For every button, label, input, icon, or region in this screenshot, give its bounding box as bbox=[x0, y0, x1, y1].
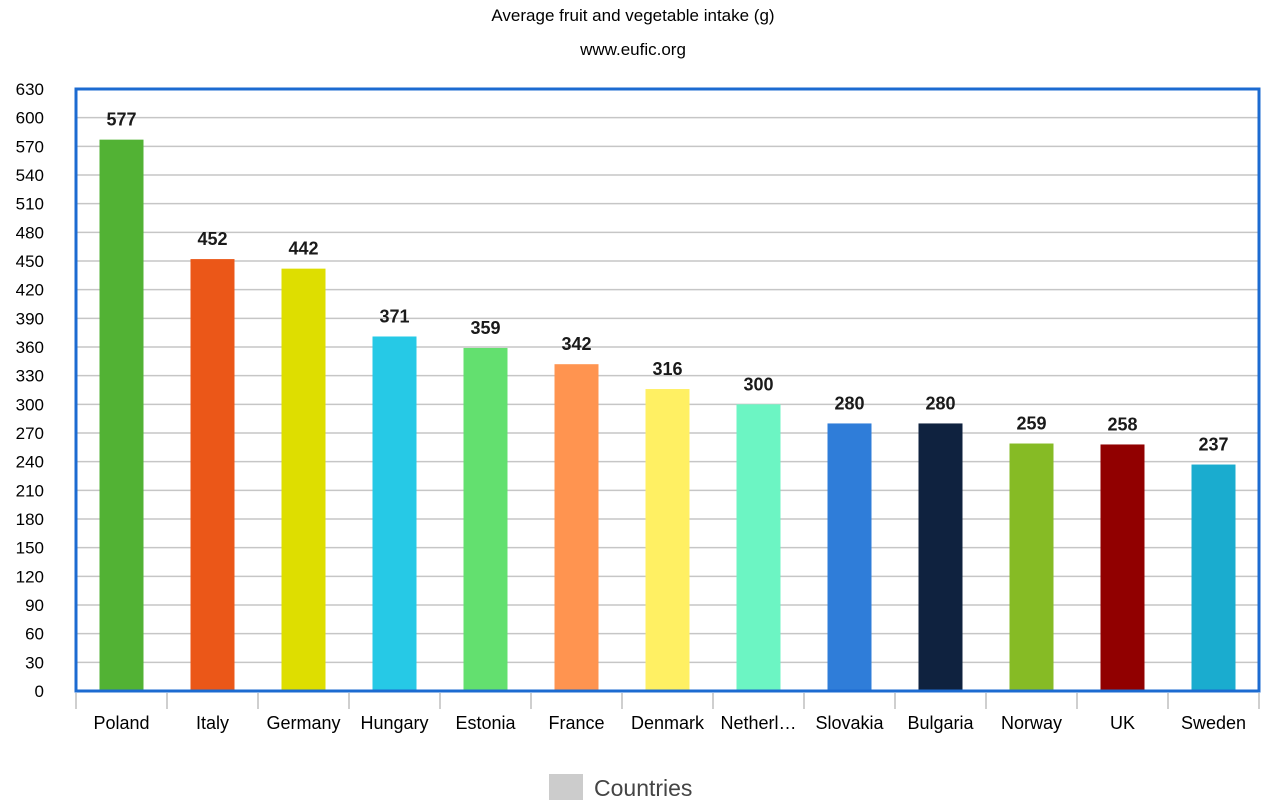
bar bbox=[1100, 444, 1145, 691]
y-tick-label: 180 bbox=[16, 510, 44, 529]
x-tick-label: Bulgaria bbox=[907, 713, 974, 733]
y-tick-label: 570 bbox=[16, 137, 44, 156]
bar bbox=[918, 423, 963, 691]
y-tick-label: 630 bbox=[16, 80, 44, 99]
data-label: 342 bbox=[561, 334, 591, 354]
y-tick-label: 90 bbox=[25, 596, 44, 615]
data-label: 452 bbox=[197, 229, 227, 249]
data-label: 371 bbox=[379, 306, 409, 326]
bar bbox=[1191, 464, 1236, 691]
y-tick-label: 390 bbox=[16, 309, 44, 328]
chart-subtitle: www.eufic.org bbox=[579, 40, 686, 59]
data-label: 259 bbox=[1016, 414, 1046, 434]
x-tick-label: Denmark bbox=[631, 713, 705, 733]
y-tick-label: 150 bbox=[16, 539, 44, 558]
bar bbox=[372, 336, 417, 691]
data-label: 316 bbox=[652, 359, 682, 379]
y-tick-label: 480 bbox=[16, 223, 44, 242]
y-axis-ticks: 0 30 60 90 120 150 180 210 240 270 300 330 360 390 420… bbox=[16, 80, 44, 701]
plot-area-border bbox=[74, 87, 1261, 693]
x-tick-label: France bbox=[548, 713, 604, 733]
bar bbox=[736, 404, 781, 691]
y-tick-label: 210 bbox=[16, 481, 44, 500]
data-labels: 577 452 442 371 359 342 316 300 280 280 259 258 237 bbox=[106, 110, 1228, 455]
y-tick-label: 330 bbox=[16, 367, 44, 386]
legend-swatch bbox=[549, 774, 583, 800]
data-label: 258 bbox=[1107, 414, 1137, 434]
y-tick-label: 60 bbox=[25, 625, 44, 644]
x-tick-label: Hungary bbox=[360, 713, 428, 733]
data-label: 280 bbox=[925, 393, 955, 413]
y-tick-label: 240 bbox=[16, 453, 44, 472]
x-tick-label: Germany bbox=[266, 713, 340, 733]
x-tick-label: Italy bbox=[196, 713, 229, 733]
x-tick-label: Netherl… bbox=[720, 713, 796, 733]
bar bbox=[1009, 443, 1054, 691]
y-tick-label: 270 bbox=[16, 424, 44, 443]
y-tick-label: 300 bbox=[16, 395, 44, 414]
y-tick-label: 420 bbox=[16, 281, 44, 300]
y-tick-label: 600 bbox=[16, 109, 44, 128]
data-label: 359 bbox=[470, 318, 500, 338]
bar bbox=[99, 139, 144, 692]
bar bbox=[190, 259, 235, 691]
data-label: 280 bbox=[834, 393, 864, 413]
y-tick-label: 30 bbox=[25, 653, 44, 672]
x-tick-label: Sweden bbox=[1181, 713, 1246, 733]
data-label: 300 bbox=[743, 374, 773, 394]
data-label: 442 bbox=[288, 239, 318, 259]
y-tick-label: 540 bbox=[16, 166, 44, 185]
x-tick-label: UK bbox=[1110, 713, 1135, 733]
y-tick-label: 450 bbox=[16, 252, 44, 271]
y-tick-label: 0 bbox=[35, 682, 44, 701]
x-tick-label: Norway bbox=[1001, 713, 1062, 733]
bar bbox=[554, 364, 599, 691]
legend-label: Countries bbox=[594, 775, 692, 801]
legend: Countries bbox=[549, 774, 692, 801]
bar bbox=[463, 347, 508, 691]
x-tick-label: Poland bbox=[93, 713, 149, 733]
y-tick-label: 120 bbox=[16, 567, 44, 586]
y-tick-label: 510 bbox=[16, 195, 44, 214]
x-tick-label: Slovakia bbox=[815, 713, 884, 733]
data-label: 237 bbox=[1198, 435, 1228, 455]
bars bbox=[99, 139, 1236, 692]
gridlines bbox=[76, 116, 1259, 664]
y-tick-label: 360 bbox=[16, 338, 44, 357]
x-axis-ticks: Poland Italy Germany Hungary Estonia France De… bbox=[75, 693, 1260, 733]
data-label: 577 bbox=[106, 110, 136, 130]
bar bbox=[827, 423, 872, 691]
x-tick-label: Estonia bbox=[455, 713, 516, 733]
bar bbox=[645, 389, 690, 691]
bar bbox=[281, 268, 326, 691]
chart-title: Average fruit and vegetable intake (g) bbox=[491, 6, 774, 25]
